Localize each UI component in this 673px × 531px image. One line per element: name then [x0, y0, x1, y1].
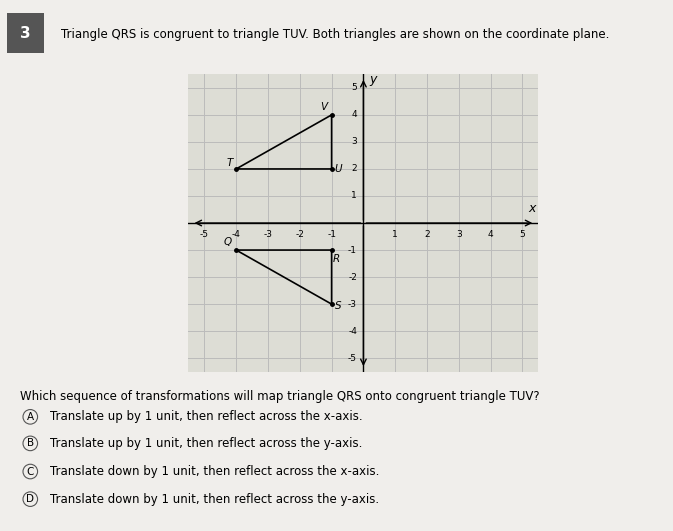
Text: 3: 3 — [456, 230, 462, 239]
Text: -5: -5 — [348, 354, 357, 363]
Text: -4: -4 — [232, 230, 241, 239]
Text: 2: 2 — [424, 230, 430, 239]
Text: 1: 1 — [351, 192, 357, 201]
Text: A: A — [27, 412, 34, 422]
Text: S: S — [334, 302, 341, 311]
Text: Which sequence of transformations will map triangle QRS onto congruent triangle : Which sequence of transformations will m… — [20, 390, 540, 403]
Text: 1: 1 — [392, 230, 398, 239]
Text: D: D — [26, 494, 34, 504]
Text: -4: -4 — [348, 327, 357, 336]
Text: -1: -1 — [327, 230, 336, 239]
Text: -2: -2 — [348, 272, 357, 281]
Text: Translate down by 1 unit, then reflect across the x-axis.: Translate down by 1 unit, then reflect a… — [50, 465, 380, 478]
Text: Translate up by 1 unit, then reflect across the y-axis.: Translate up by 1 unit, then reflect acr… — [50, 437, 363, 450]
Text: -2: -2 — [295, 230, 304, 239]
Text: 4: 4 — [351, 110, 357, 119]
Text: -3: -3 — [348, 299, 357, 309]
Text: Translate up by 1 unit, then reflect across the x-axis.: Translate up by 1 unit, then reflect acr… — [50, 410, 363, 423]
Text: 4: 4 — [488, 230, 493, 239]
Text: Translate down by 1 unit, then reflect across the y-axis.: Translate down by 1 unit, then reflect a… — [50, 493, 380, 506]
Text: V: V — [320, 102, 327, 112]
Text: 5: 5 — [520, 230, 526, 239]
Text: T: T — [227, 158, 233, 168]
Text: y: y — [369, 73, 377, 86]
Text: -3: -3 — [263, 230, 273, 239]
Text: U: U — [334, 164, 343, 174]
Text: R: R — [333, 254, 341, 264]
Text: 5: 5 — [351, 83, 357, 92]
Text: x: x — [528, 202, 536, 215]
Text: 3: 3 — [20, 25, 30, 41]
Text: Q: Q — [223, 237, 232, 247]
Text: -5: -5 — [200, 230, 209, 239]
Text: 2: 2 — [351, 165, 357, 174]
Text: -1: -1 — [348, 245, 357, 254]
Text: 3: 3 — [351, 138, 357, 147]
Text: C: C — [27, 467, 34, 476]
Text: B: B — [27, 439, 34, 448]
Text: Triangle QRS is congruent to triangle TUV. Both triangles are shown on the coord: Triangle QRS is congruent to triangle TU… — [61, 28, 609, 41]
